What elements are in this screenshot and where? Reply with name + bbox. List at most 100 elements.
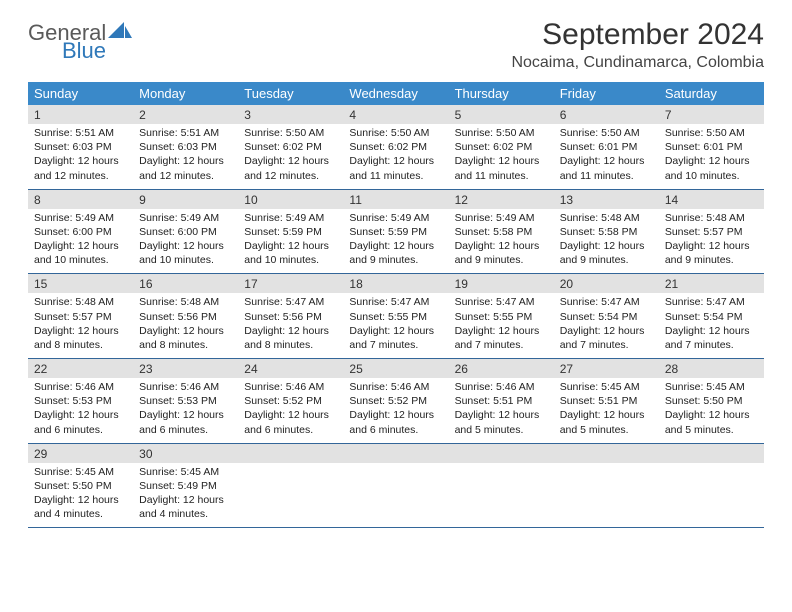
sunrise-line: Sunrise: 5:49 AM xyxy=(455,211,548,225)
sunrise-line: Sunrise: 5:47 AM xyxy=(665,295,758,309)
daylight-line: Daylight: 12 hours and 6 minutes. xyxy=(349,408,442,436)
sunset-line: Sunset: 6:01 PM xyxy=(665,140,758,154)
day-number xyxy=(449,444,554,463)
daylight-line: Daylight: 12 hours and 10 minutes. xyxy=(244,239,337,267)
daylight-line: Daylight: 12 hours and 7 minutes. xyxy=(349,324,442,352)
day-cell: Sunrise: 5:51 AMSunset: 6:03 PMDaylight:… xyxy=(28,124,133,189)
day-cell: Sunrise: 5:49 AMSunset: 5:58 PMDaylight:… xyxy=(449,209,554,274)
day-cell: Sunrise: 5:50 AMSunset: 6:01 PMDaylight:… xyxy=(554,124,659,189)
sunrise-line: Sunrise: 5:50 AM xyxy=(455,126,548,140)
logo-text-blue: Blue xyxy=(62,40,134,62)
sunset-line: Sunset: 5:50 PM xyxy=(34,479,127,493)
day-cell: Sunrise: 5:47 AMSunset: 5:54 PMDaylight:… xyxy=(554,293,659,358)
sunrise-line: Sunrise: 5:48 AM xyxy=(665,211,758,225)
sunrise-line: Sunrise: 5:45 AM xyxy=(139,465,232,479)
sunrise-line: Sunrise: 5:45 AM xyxy=(34,465,127,479)
sunrise-line: Sunrise: 5:45 AM xyxy=(560,380,653,394)
day-number: 18 xyxy=(343,274,448,293)
day-cell: Sunrise: 5:46 AMSunset: 5:53 PMDaylight:… xyxy=(133,378,238,443)
day-number: 1 xyxy=(28,105,133,124)
day-header: Monday xyxy=(133,82,238,105)
sunrise-line: Sunrise: 5:48 AM xyxy=(139,295,232,309)
month-title: September 2024 xyxy=(511,18,764,52)
daylight-line: Daylight: 12 hours and 12 minutes. xyxy=(139,154,232,182)
sunrise-line: Sunrise: 5:51 AM xyxy=(34,126,127,140)
sunset-line: Sunset: 5:53 PM xyxy=(34,394,127,408)
sunset-line: Sunset: 5:54 PM xyxy=(560,310,653,324)
sunset-line: Sunset: 5:55 PM xyxy=(349,310,442,324)
sunrise-line: Sunrise: 5:47 AM xyxy=(244,295,337,309)
sunrise-line: Sunrise: 5:46 AM xyxy=(455,380,548,394)
daylight-line: Daylight: 12 hours and 8 minutes. xyxy=(244,324,337,352)
details-row: Sunrise: 5:45 AMSunset: 5:50 PMDaylight:… xyxy=(28,463,764,528)
day-number: 21 xyxy=(659,274,764,293)
day-cell: Sunrise: 5:46 AMSunset: 5:53 PMDaylight:… xyxy=(28,378,133,443)
daylight-line: Daylight: 12 hours and 12 minutes. xyxy=(34,154,127,182)
day-number: 2 xyxy=(133,105,238,124)
day-header: Wednesday xyxy=(343,82,448,105)
daylight-line: Daylight: 12 hours and 9 minutes. xyxy=(455,239,548,267)
day-number-row: 891011121314 xyxy=(28,190,764,209)
sunset-line: Sunset: 5:51 PM xyxy=(455,394,548,408)
daylight-line: Daylight: 12 hours and 7 minutes. xyxy=(560,324,653,352)
details-row: Sunrise: 5:51 AMSunset: 6:03 PMDaylight:… xyxy=(28,124,764,189)
daylight-line: Daylight: 12 hours and 10 minutes. xyxy=(665,154,758,182)
daylight-line: Daylight: 12 hours and 7 minutes. xyxy=(455,324,548,352)
sunset-line: Sunset: 5:58 PM xyxy=(455,225,548,239)
day-cell: Sunrise: 5:46 AMSunset: 5:51 PMDaylight:… xyxy=(449,378,554,443)
day-number: 30 xyxy=(133,444,238,463)
day-cell: Sunrise: 5:46 AMSunset: 5:52 PMDaylight:… xyxy=(343,378,448,443)
sunset-line: Sunset: 5:52 PM xyxy=(349,394,442,408)
day-cell: Sunrise: 5:47 AMSunset: 5:55 PMDaylight:… xyxy=(343,293,448,358)
daylight-line: Daylight: 12 hours and 9 minutes. xyxy=(349,239,442,267)
day-number: 20 xyxy=(554,274,659,293)
location-text: Nocaima, Cundinamarca, Colombia xyxy=(511,54,764,72)
daylight-line: Daylight: 12 hours and 9 minutes. xyxy=(665,239,758,267)
header: General Blue September 2024 Nocaima, Cun… xyxy=(28,18,764,72)
day-number-row: 1234567 xyxy=(28,105,764,124)
week: 891011121314Sunrise: 5:49 AMSunset: 6:00… xyxy=(28,190,764,275)
sunset-line: Sunset: 5:57 PM xyxy=(34,310,127,324)
sunset-line: Sunset: 6:02 PM xyxy=(455,140,548,154)
sunrise-line: Sunrise: 5:51 AM xyxy=(139,126,232,140)
daylight-line: Daylight: 12 hours and 10 minutes. xyxy=(139,239,232,267)
sunset-line: Sunset: 5:59 PM xyxy=(349,225,442,239)
day-cell: Sunrise: 5:49 AMSunset: 6:00 PMDaylight:… xyxy=(133,209,238,274)
sunset-line: Sunset: 5:54 PM xyxy=(665,310,758,324)
sunset-line: Sunset: 5:53 PM xyxy=(139,394,232,408)
day-number: 9 xyxy=(133,190,238,209)
daylight-line: Daylight: 12 hours and 10 minutes. xyxy=(34,239,127,267)
sunset-line: Sunset: 5:59 PM xyxy=(244,225,337,239)
sunset-line: Sunset: 6:00 PM xyxy=(139,225,232,239)
day-number: 10 xyxy=(238,190,343,209)
week: 2930Sunrise: 5:45 AMSunset: 5:50 PMDayli… xyxy=(28,444,764,529)
sunset-line: Sunset: 5:55 PM xyxy=(455,310,548,324)
day-number: 24 xyxy=(238,359,343,378)
daylight-line: Daylight: 12 hours and 5 minutes. xyxy=(665,408,758,436)
daylight-line: Daylight: 12 hours and 4 minutes. xyxy=(34,493,127,521)
daylight-line: Daylight: 12 hours and 12 minutes. xyxy=(244,154,337,182)
day-header: Sunday xyxy=(28,82,133,105)
day-number: 7 xyxy=(659,105,764,124)
day-cell: Sunrise: 5:47 AMSunset: 5:56 PMDaylight:… xyxy=(238,293,343,358)
sunrise-line: Sunrise: 5:50 AM xyxy=(560,126,653,140)
calendar: SundayMondayTuesdayWednesdayThursdayFrid… xyxy=(28,82,764,528)
day-cell: Sunrise: 5:46 AMSunset: 5:52 PMDaylight:… xyxy=(238,378,343,443)
title-block: September 2024 Nocaima, Cundinamarca, Co… xyxy=(511,18,764,72)
sunrise-line: Sunrise: 5:47 AM xyxy=(455,295,548,309)
sunset-line: Sunset: 6:02 PM xyxy=(349,140,442,154)
day-cell: Sunrise: 5:45 AMSunset: 5:50 PMDaylight:… xyxy=(28,463,133,528)
day-header: Thursday xyxy=(449,82,554,105)
sunrise-line: Sunrise: 5:49 AM xyxy=(139,211,232,225)
daylight-line: Daylight: 12 hours and 5 minutes. xyxy=(455,408,548,436)
sunset-line: Sunset: 5:50 PM xyxy=(665,394,758,408)
day-cell: Sunrise: 5:45 AMSunset: 5:51 PMDaylight:… xyxy=(554,378,659,443)
daylight-line: Daylight: 12 hours and 6 minutes. xyxy=(139,408,232,436)
daylight-line: Daylight: 12 hours and 11 minutes. xyxy=(455,154,548,182)
logo: General Blue xyxy=(28,18,134,62)
day-number-row: 22232425262728 xyxy=(28,359,764,378)
sunrise-line: Sunrise: 5:49 AM xyxy=(34,211,127,225)
sunset-line: Sunset: 5:56 PM xyxy=(139,310,232,324)
daylight-line: Daylight: 12 hours and 6 minutes. xyxy=(34,408,127,436)
day-number: 11 xyxy=(343,190,448,209)
